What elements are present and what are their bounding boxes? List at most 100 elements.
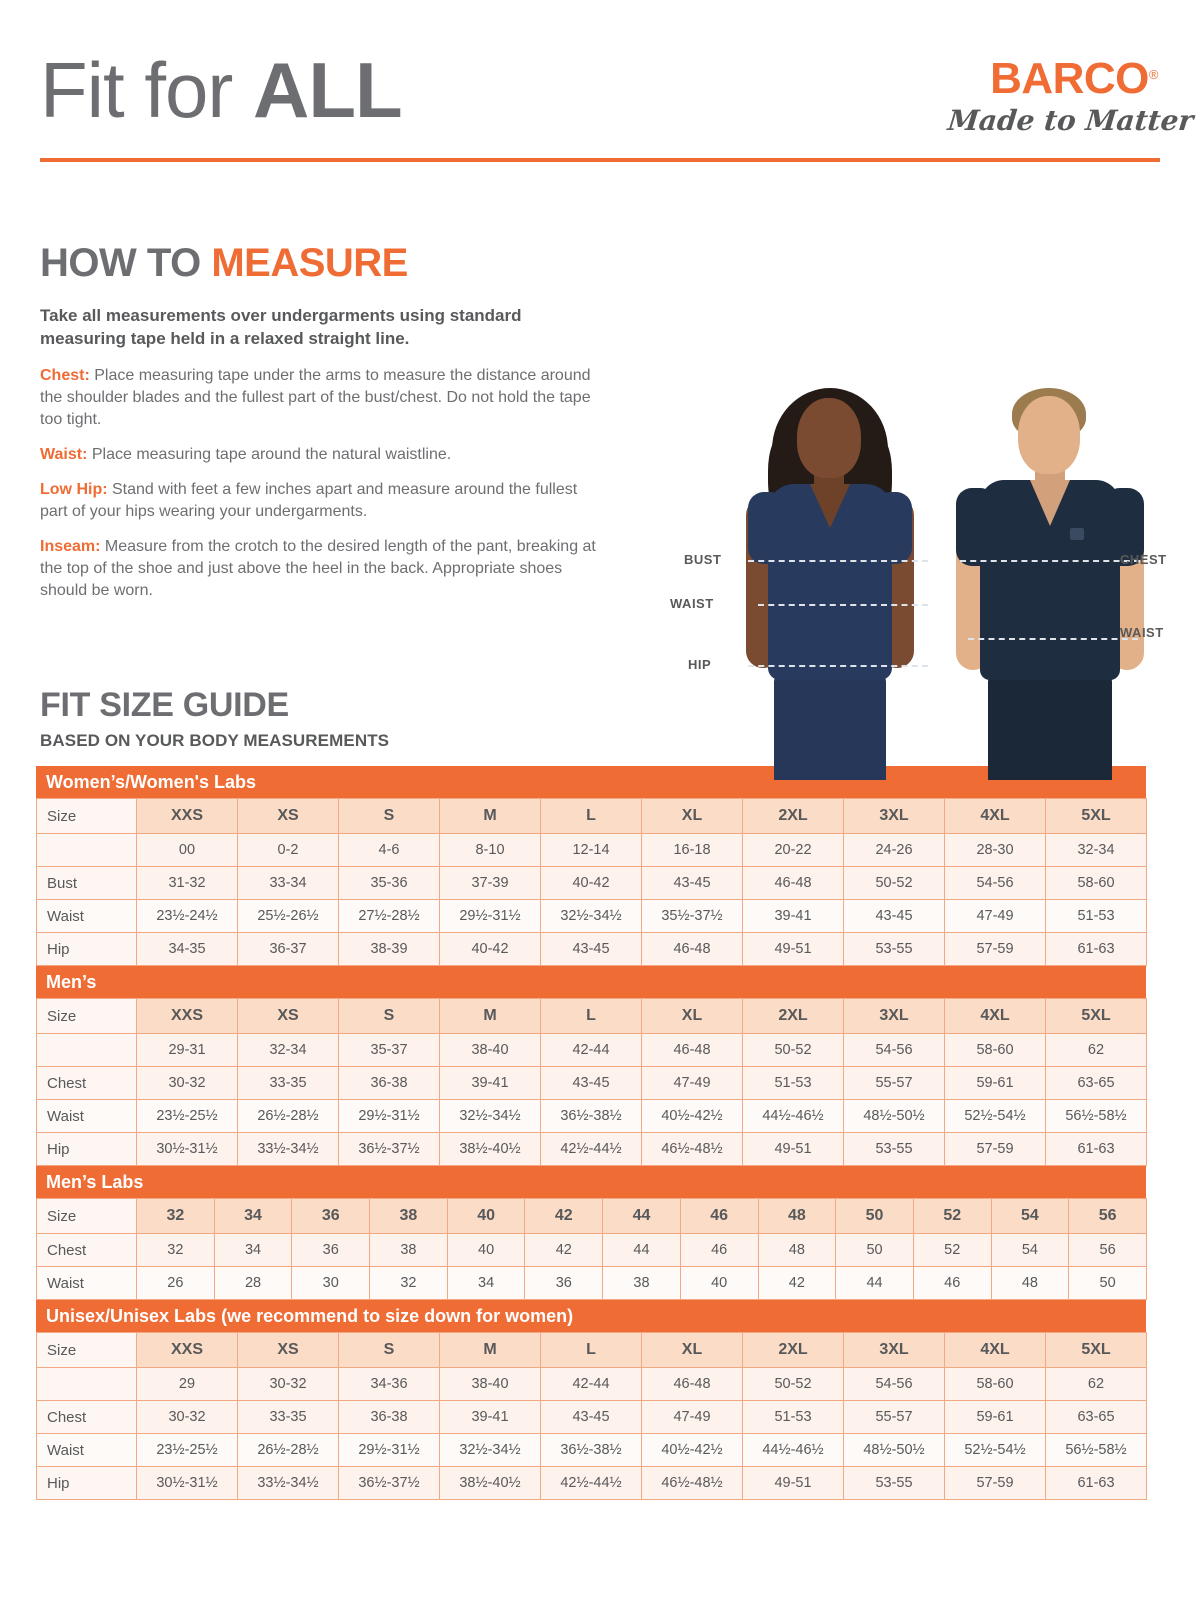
table-band-3: Unisex/Unisex Labs (we recommend to size… <box>36 1300 1146 1332</box>
numeric-size-row-label <box>36 1367 137 1401</box>
size-table-3: Size XXS XS S M L XL 2XL 3XL 4XL 5XL 29 30-32 34-36 38… <box>36 1332 1147 1500</box>
header-divider <box>40 158 1160 162</box>
numeric-size-cell-6: 50-52 <box>742 1367 844 1401</box>
cell-hip-4: 42½-44½ <box>540 1132 642 1166</box>
row-label-hip: Hip <box>36 932 137 966</box>
cell-waist-1: 26½-28½ <box>237 1433 339 1467</box>
measure-item-waist-label: Waist: <box>40 446 88 463</box>
cell-waist-7: 43-45 <box>843 899 945 933</box>
cell-chest-9: 63-65 <box>1045 1400 1147 1434</box>
size-header-cell-6: 2XL <box>742 998 844 1034</box>
barco-wordmark-text: BARCO <box>990 54 1149 103</box>
numeric-size-cell-7: 24-26 <box>843 833 945 867</box>
cell-chest-2: 36 <box>291 1233 371 1267</box>
cell-chest-5: 47-49 <box>641 1400 743 1434</box>
measure-item-inseam-text: Measure from the crotch to the desired l… <box>40 538 596 599</box>
numeric-size-cell-6: 50-52 <box>742 1033 844 1067</box>
numeric-size-cell-1: 32-34 <box>237 1033 339 1067</box>
cell-hip-7: 53-55 <box>843 1466 945 1500</box>
numeric-size-cell-1: 0-2 <box>237 833 339 867</box>
size-header-cell-3: M <box>439 998 541 1034</box>
cell-waist-3: 32 <box>369 1266 448 1300</box>
cell-chest-0: 30-32 <box>136 1400 238 1434</box>
cell-waist-6: 44½-46½ <box>742 1433 844 1467</box>
row-label-waist: Waist <box>36 899 137 933</box>
numeric-size-cell-8: 58-60 <box>944 1367 1046 1401</box>
cell-waist-4: 34 <box>446 1266 526 1300</box>
numeric-size-cell-5: 46-48 <box>641 1367 743 1401</box>
table-row: Chest 30-32 33-35 36-38 39-41 43-45 47-49 51-53… <box>36 1066 1147 1100</box>
table-header-row: Size 32 34 36 38 40 42 44 46 48 50 52 54 56 <box>36 1198 1147 1234</box>
measure-item-chest-text: Place measuring tape under the arms to m… <box>40 367 591 428</box>
cell-waist-8: 42 <box>757 1266 837 1300</box>
table-band-1: Men’s <box>36 966 1146 998</box>
cell-hip-9: 61-63 <box>1045 932 1147 966</box>
size-header-cell-8: 4XL <box>944 798 1046 834</box>
measure-item-inseam-label: Inseam: <box>40 538 101 555</box>
row-label-waist: Waist <box>36 1266 137 1300</box>
cell-waist-0: 23½-24½ <box>136 899 238 933</box>
table-band-0: Women’s/Women's Labs <box>36 766 1146 798</box>
size-header-cell-7: 3XL <box>843 1332 945 1368</box>
size-header-cell-0: XXS <box>136 798 238 834</box>
page-header: Fit for ALL BARCO® Made to Matter <box>0 0 1200 165</box>
numeric-size-row: 00 0-2 4-6 8-10 12-14 16-18 20-22 24-26 28-30 32-… <box>36 833 1147 867</box>
cell-chest-8: 48 <box>757 1233 837 1267</box>
cell-chest-3: 39-41 <box>439 1066 541 1100</box>
numeric-size-cell-0: 29 <box>136 1367 238 1401</box>
size-header-cell-3: M <box>439 1332 541 1368</box>
size-header-cell-5: 42 <box>524 1198 604 1234</box>
cell-waist-9: 56½-58½ <box>1045 1433 1147 1467</box>
numeric-size-cell-9: 32-34 <box>1045 833 1147 867</box>
table-row: Chest 32 34 36 38 40 42 44 46 48 50 52 54 56 <box>36 1233 1147 1267</box>
row-label-hip: Hip <box>36 1132 137 1166</box>
male-sleeve-left <box>956 488 996 566</box>
numeric-size-cell-4: 42-44 <box>540 1033 642 1067</box>
cell-chest-4: 43-45 <box>540 1400 642 1434</box>
size-header-cell-1: 34 <box>213 1198 293 1234</box>
numeric-size-cell-3: 38-40 <box>439 1367 541 1401</box>
cell-waist-4: 36½-38½ <box>540 1433 642 1467</box>
cell-waist-2: 27½-28½ <box>338 899 440 933</box>
row-label-bust: Bust <box>36 866 137 900</box>
cell-hip-1: 33½-34½ <box>237 1132 339 1166</box>
measure-item-waist-text: Place measuring tape around the natural … <box>91 446 452 463</box>
size-header-cell-8: 48 <box>757 1198 837 1234</box>
size-header-cell-0: XXS <box>136 1332 238 1368</box>
size-header-cell-9: 50 <box>835 1198 914 1234</box>
size-label-cell: Size <box>36 1198 137 1234</box>
cell-waist-7: 48½-50½ <box>843 1433 945 1467</box>
cell-waist-2: 29½-31½ <box>338 1099 440 1133</box>
numeric-size-cell-4: 42-44 <box>540 1367 642 1401</box>
measure-item-low-hip-text: Stand with feet a few inches apart and m… <box>40 481 578 520</box>
fit-size-guide-title: FIT SIZE GUIDE <box>40 686 289 724</box>
cell-waist-1: 28 <box>213 1266 293 1300</box>
cell-waist-5: 40½-42½ <box>641 1433 743 1467</box>
cell-waist-1: 25½-26½ <box>237 899 339 933</box>
how-to-measure-title: HOW TO MEASURE <box>40 240 640 286</box>
size-header-cell-6: 2XL <box>742 1332 844 1368</box>
how-to-measure-title-accent: MEASURE <box>211 241 408 285</box>
cell-waist-9: 51-53 <box>1045 899 1147 933</box>
table-row: Waist 23½-24½ 25½-26½ 27½-28½ 29½-31½ 32½-34½… <box>36 899 1147 933</box>
table-row: Hip 30½-31½ 33½-34½ 36½-37½ 38½-40½ 42½-44½ 46… <box>36 1466 1147 1500</box>
female-sleeve-left <box>748 492 786 564</box>
cell-chest-5: 47-49 <box>641 1066 743 1100</box>
cell-waist-0: 23½-25½ <box>136 1099 238 1133</box>
male-sleeve-right <box>1104 488 1144 566</box>
size-header-cell-7: 3XL <box>843 998 945 1034</box>
numeric-size-cell-6: 20-22 <box>742 833 844 867</box>
cell-hip-4: 43-45 <box>540 932 642 966</box>
cell-hip-9: 61-63 <box>1045 1132 1147 1166</box>
size-header-cell-10: 52 <box>912 1198 992 1234</box>
row-label-chest: Chest <box>36 1400 137 1434</box>
numeric-size-cell-9: 62 <box>1045 1367 1147 1401</box>
cell-hip-8: 57-59 <box>944 1466 1046 1500</box>
cell-bust-3: 37-39 <box>439 866 541 900</box>
numeric-size-cell-1: 30-32 <box>237 1367 339 1401</box>
size-header-cell-6: 2XL <box>742 798 844 834</box>
cell-waist-6: 39-41 <box>742 899 844 933</box>
label-bust: BUST <box>684 552 722 567</box>
cell-bust-2: 35-36 <box>338 866 440 900</box>
cell-hip-3: 38½-40½ <box>439 1132 541 1166</box>
